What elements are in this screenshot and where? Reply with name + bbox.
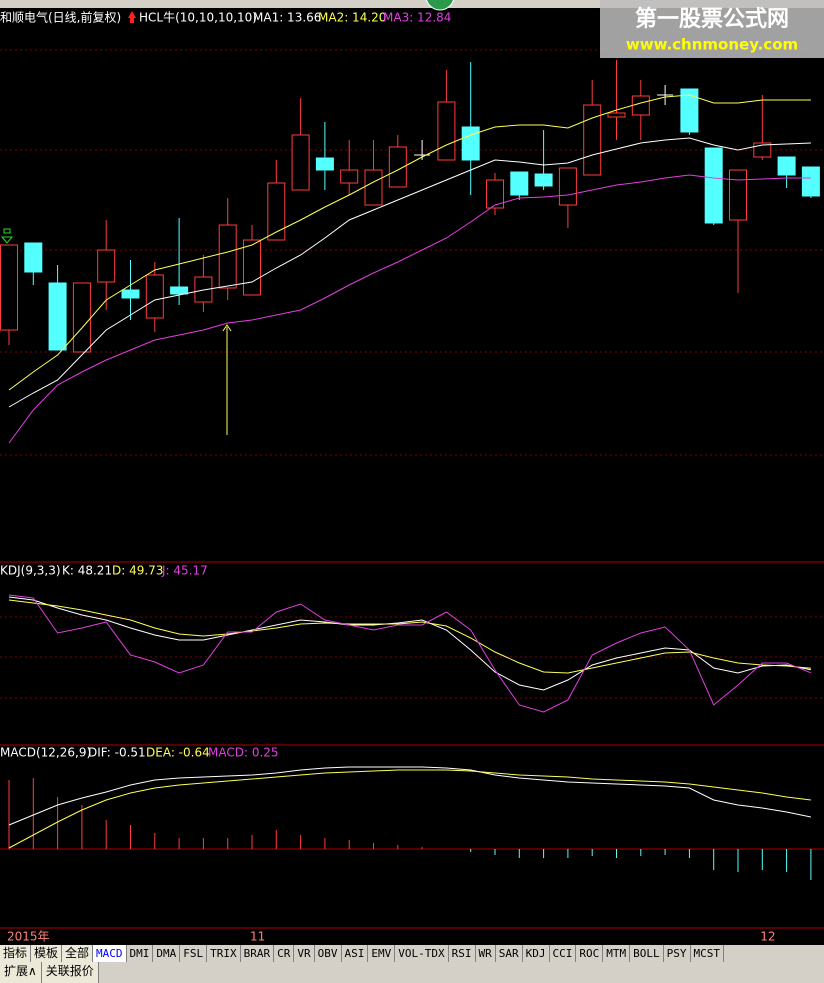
tab[interactable]: BRAR	[241, 945, 275, 962]
indicator-line	[8, 94, 811, 391]
tab[interactable]: 扩展∧	[0, 962, 42, 983]
panel-title: MACD(12,26,9)	[0, 746, 91, 760]
stock-title: 和顺电气(日线,前复权)	[0, 10, 121, 25]
candle-body	[607, 112, 626, 118]
candle-body	[315, 157, 334, 171]
candle-body	[486, 179, 504, 209]
menu-strip	[0, 0, 824, 8]
candle-body	[48, 282, 67, 351]
tab[interactable]: VOL-TDX	[395, 945, 449, 962]
candle-body	[170, 286, 189, 295]
candle-body	[72, 282, 91, 353]
candle-body	[631, 95, 650, 116]
tab[interactable]: TRIX	[207, 945, 241, 962]
legend-entry: K: 48.21	[62, 564, 112, 578]
tab[interactable]: WR	[476, 945, 496, 962]
indicator-tabs: 指标 模板 全部 MACD DMI DMA FSL TRIX BRAR CR VR OBV ASI EMV…	[0, 945, 824, 962]
tab[interactable]: FSL	[180, 945, 208, 962]
legend-entry: MA3: 12.84	[383, 11, 451, 25]
candle-body	[267, 182, 286, 241]
tab[interactable]: BOLL	[630, 945, 664, 962]
indicator-line	[8, 596, 811, 691]
x-tick-label: 2015年	[7, 930, 50, 944]
candle-body	[24, 242, 43, 273]
tab[interactable]: 全部	[62, 945, 94, 962]
tab[interactable]: DMA	[153, 945, 181, 962]
tab[interactable]: SAR	[496, 945, 523, 962]
candle-body	[583, 104, 602, 176]
tab[interactable]: 关联报价	[41, 962, 99, 983]
indicator-line	[8, 766, 812, 826]
candle-body	[218, 224, 237, 289]
legend-entry: J: 45.17	[161, 564, 208, 578]
annotation-arrow	[222, 324, 232, 332]
indicator-line	[8, 174, 811, 444]
grid	[0, 49, 824, 699]
watermark-site: 第一股票公式网	[635, 6, 789, 32]
candle-body	[777, 156, 796, 176]
candle-body	[510, 171, 529, 196]
x-tick-label: 11	[250, 930, 265, 944]
panel-title: KDJ(9,3,3)	[0, 564, 61, 578]
candle-body	[558, 167, 577, 206]
bottom-bar: 扩展∧ 关联报价	[0, 962, 824, 983]
candle-body	[437, 101, 456, 161]
candle-body	[291, 134, 310, 191]
tab[interactable]: MTM	[603, 945, 631, 962]
watermark-box	[600, 0, 824, 58]
candle-body	[121, 289, 140, 299]
tab[interactable]: 指标	[0, 945, 32, 962]
legend-entry: MA2: 14.20	[318, 11, 386, 25]
candle-body	[704, 147, 723, 224]
tab[interactable]: ROC	[576, 945, 604, 962]
down-arrow	[0, 228, 14, 244]
candle-body	[729, 169, 747, 221]
candle-body	[97, 249, 116, 283]
tab[interactable]: MACD	[93, 945, 127, 962]
tab[interactable]: DMI	[127, 945, 154, 962]
candle-body	[801, 166, 820, 197]
candle-body	[680, 88, 699, 133]
stock-chart: 和顺电气(日线,前复权) HCL牛(10,10,10,10) 第一股票公式网 w…	[0, 0, 824, 944]
legend-entry: DIF: -0.51	[88, 746, 146, 760]
indicator-line	[8, 594, 812, 713]
legend-entry: DEA: -0.64	[146, 746, 210, 760]
indicator-line	[8, 769, 811, 849]
candle-body	[461, 126, 480, 161]
legend-entry: MACD: 0.25	[208, 746, 279, 760]
tab[interactable]: VR	[294, 945, 315, 962]
tab[interactable]: RSI	[449, 945, 476, 962]
signal-icon	[128, 11, 136, 23]
tab[interactable]: CR	[274, 945, 295, 962]
indicator-title: HCL牛(10,10,10,10)	[139, 10, 257, 25]
indicator-line	[8, 599, 811, 674]
watermark-url: www.chnmoney.com	[626, 36, 798, 54]
candle-body	[753, 142, 772, 158]
tab[interactable]: PSY	[664, 945, 691, 962]
tab[interactable]: EMV	[368, 945, 396, 962]
candle-body	[243, 239, 261, 296]
candle-body	[0, 244, 18, 331]
legend-entry: MA1: 13.66	[253, 11, 321, 25]
tab[interactable]: CCI	[550, 945, 577, 962]
tab[interactable]: KDJ	[523, 945, 550, 962]
candle-body	[340, 169, 359, 184]
candle-body	[364, 169, 383, 206]
tab[interactable]: ASI	[342, 945, 369, 962]
legend-entry: D: 49.73	[112, 564, 163, 578]
candle-body	[388, 146, 407, 188]
candle-body	[534, 173, 553, 187]
candle-body	[145, 274, 164, 319]
tab[interactable]: OBV	[315, 945, 342, 962]
indicator-line	[8, 137, 811, 408]
logo	[426, 0, 454, 11]
x-tick-label: 12	[760, 930, 775, 944]
tab[interactable]: MCST	[691, 945, 725, 962]
tab[interactable]: 模板	[31, 945, 63, 962]
panel-borders	[0, 561, 824, 929]
